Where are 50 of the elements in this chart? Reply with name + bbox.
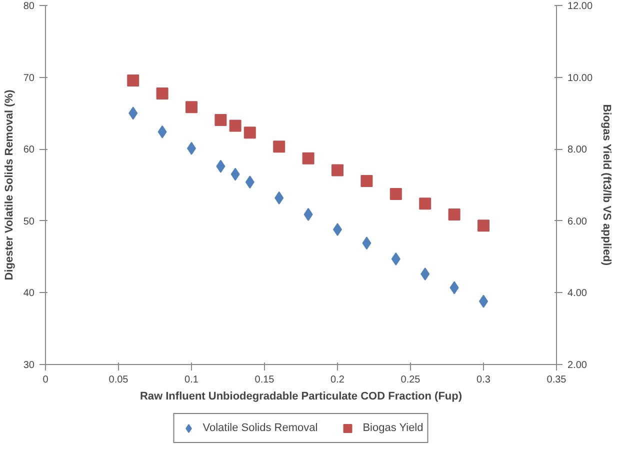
x-tick-label: 0.1 (184, 374, 199, 386)
point (390, 188, 402, 200)
point (245, 176, 254, 189)
point (244, 126, 256, 139)
y-tick-label: 80 (23, 1, 35, 12)
y2-tick-label: 12.00 (568, 1, 593, 12)
y2-tick-label: 8.00 (568, 144, 588, 156)
point (216, 160, 226, 173)
x-axis-title: Raw Influent Unbiodegradable Particulate COD Fraction (Fup) (140, 390, 462, 402)
point (273, 140, 286, 153)
point (478, 220, 490, 232)
point (156, 87, 168, 100)
y-axis-title: Digester Volatile Solids Removal (%) (3, 89, 16, 280)
point (186, 101, 198, 114)
point (332, 164, 344, 176)
y-tick-label: 30 (23, 360, 35, 371)
y2-axis-title: Biogas Yield (ft3/lb VS applied) (600, 104, 613, 266)
x-tick-label: 0.35 (546, 374, 567, 386)
point (128, 106, 138, 120)
y2-tick-label: 6.00 (568, 216, 588, 228)
x-tick-label: 0.2 (330, 374, 345, 386)
y2-tick-label: 2.00 (568, 360, 588, 371)
x-tick-label: 0.3 (476, 374, 491, 386)
point (229, 120, 242, 132)
point (420, 268, 430, 281)
point (158, 125, 167, 138)
point (302, 152, 314, 164)
x-tick-label: 0.15 (254, 374, 275, 386)
point (448, 208, 460, 220)
x-tick-label: 0.05 (108, 374, 129, 386)
legend-label: Biogas Yield (362, 422, 424, 434)
point (274, 191, 284, 204)
point (127, 74, 140, 87)
legend-label: Volatile Solids Removal (202, 422, 318, 434)
y-tick-label: 60 (23, 144, 35, 156)
point (304, 208, 313, 221)
y-tick-label: 40 (23, 288, 35, 300)
point (419, 198, 432, 210)
y2-tick-label: 4.00 (568, 288, 588, 300)
x-tick-label: 0 (42, 374, 49, 386)
point (360, 175, 373, 188)
y-tick-label: 70 (23, 72, 35, 84)
point (450, 281, 459, 294)
point (230, 168, 240, 181)
point (362, 236, 372, 250)
point (391, 252, 400, 266)
x-tick-label: 0.25 (400, 374, 421, 386)
y2-tick-label: 10.00 (568, 72, 593, 84)
y-tick-label: 50 (23, 216, 35, 228)
point (214, 114, 227, 126)
